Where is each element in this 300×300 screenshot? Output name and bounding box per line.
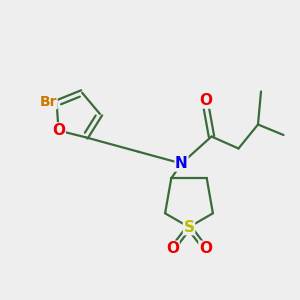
Text: S: S [184, 220, 194, 235]
Text: N: N [175, 156, 188, 171]
Text: O: O [199, 93, 212, 108]
Text: Br: Br [40, 94, 57, 109]
Text: O: O [199, 241, 212, 256]
Text: O: O [166, 241, 179, 256]
Text: O: O [52, 123, 65, 138]
